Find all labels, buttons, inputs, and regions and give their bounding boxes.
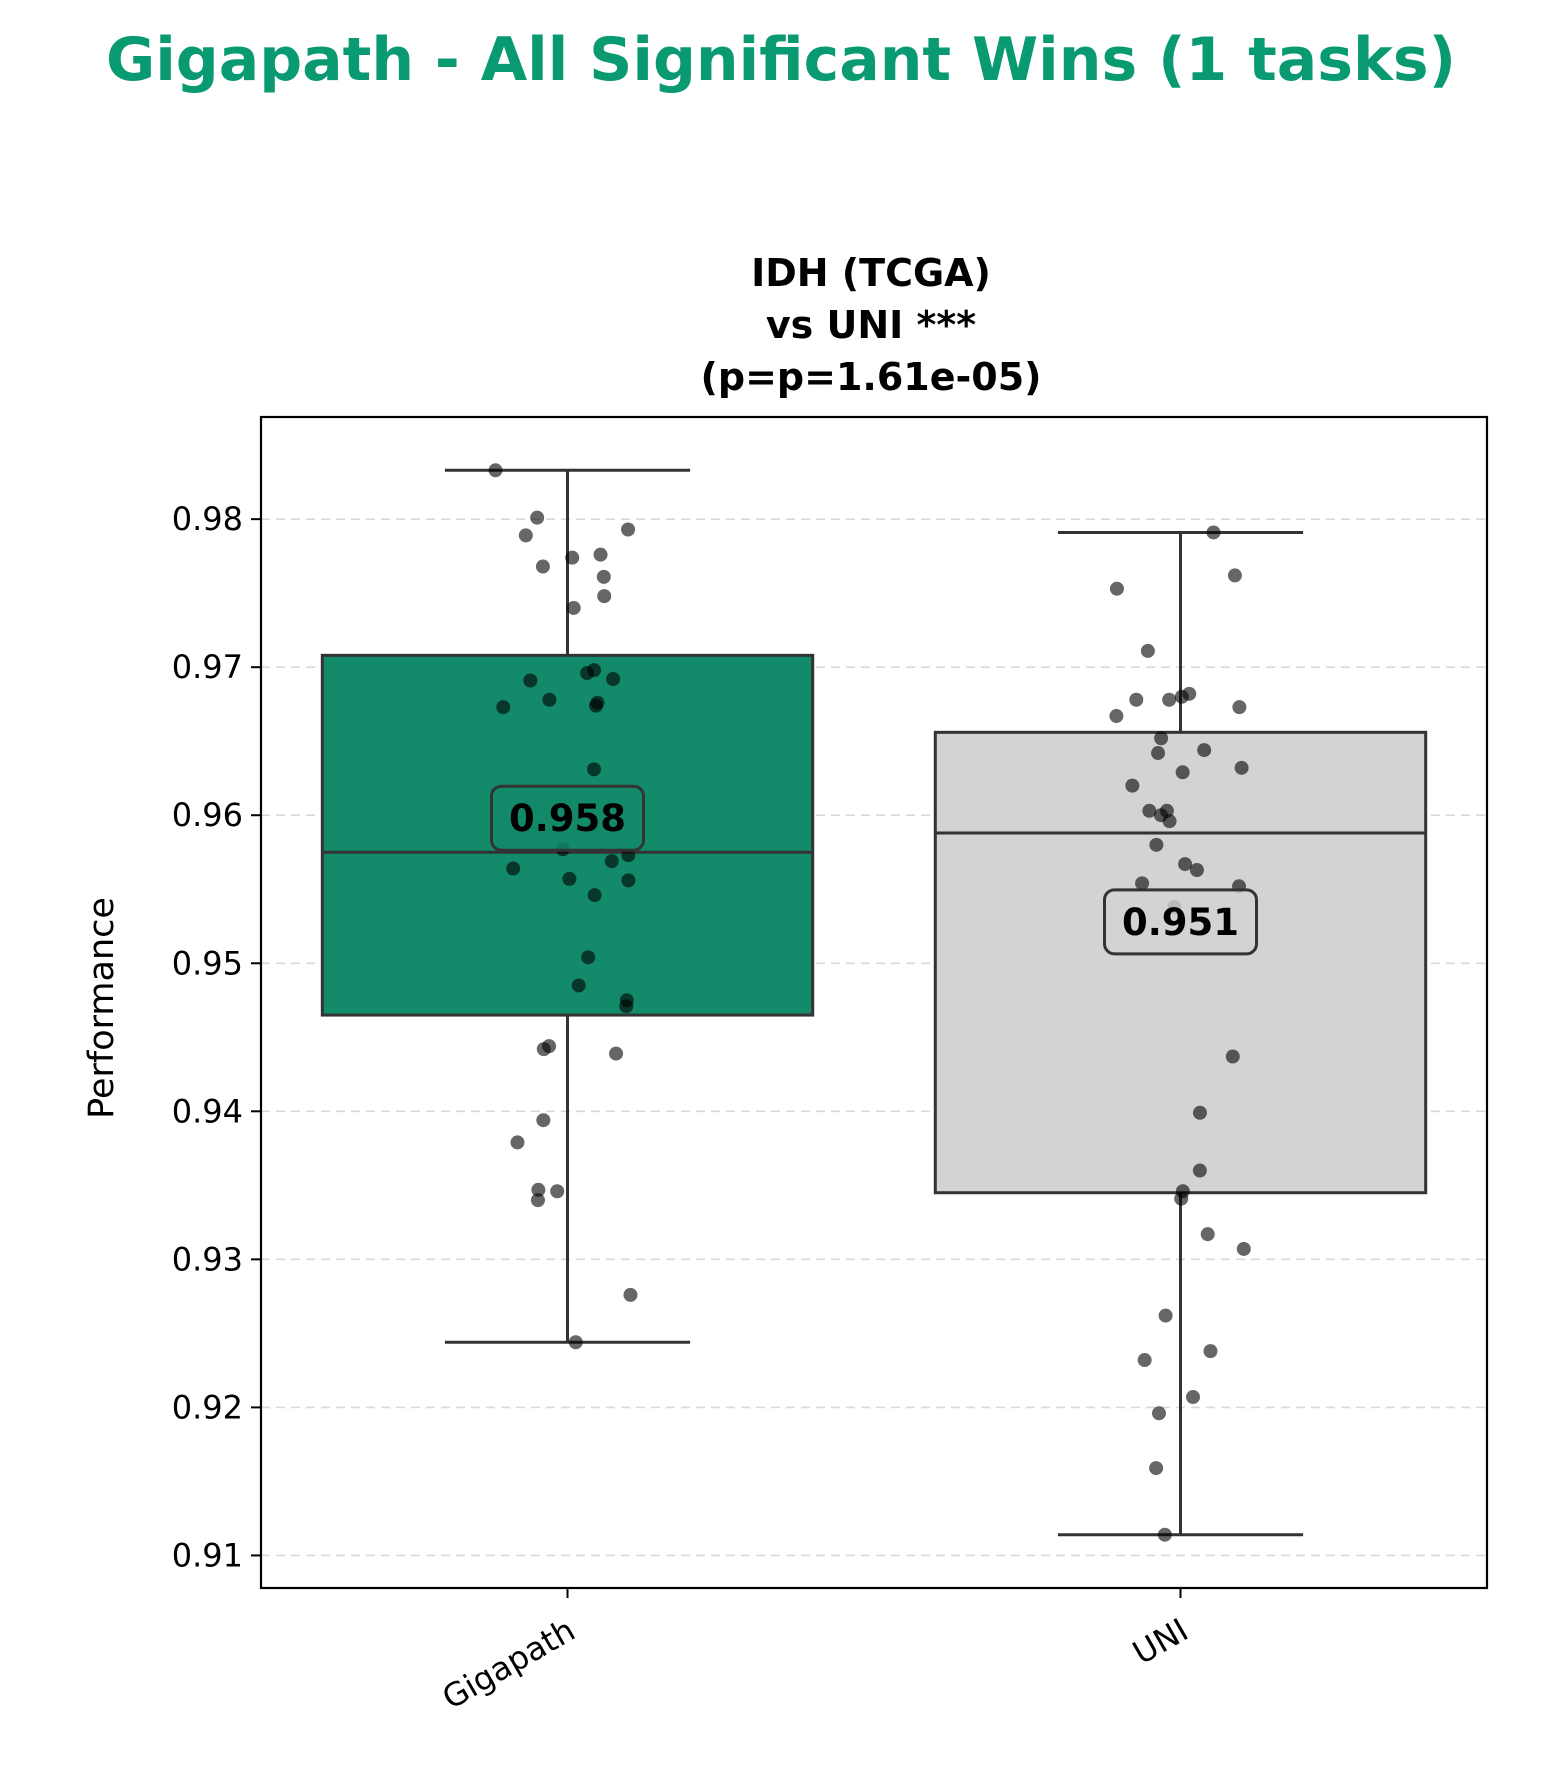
data-point <box>1125 778 1140 793</box>
data-point <box>1174 689 1189 704</box>
data-point <box>1178 857 1193 872</box>
data-point <box>1149 1461 1164 1476</box>
y-tick-label: 0.92 <box>172 1388 243 1426</box>
data-point <box>589 698 604 713</box>
y-axis-label: Performance <box>82 897 122 1119</box>
chart-title-line-1: IDH (TCGA) <box>751 251 991 295</box>
box-uni <box>933 730 1428 1195</box>
mean-label: 0.958 <box>509 797 626 840</box>
data-point <box>542 692 557 707</box>
data-point <box>604 854 619 869</box>
data-point <box>587 888 602 903</box>
data-point <box>1142 803 1157 818</box>
mean-label-box <box>490 784 645 852</box>
data-point <box>1154 731 1169 746</box>
y-tick-label: 0.97 <box>172 648 243 686</box>
data-point <box>530 510 545 525</box>
data-point <box>1109 581 1124 596</box>
data-point <box>531 1182 546 1197</box>
mean-labels: 0.958 0.951 <box>490 784 1258 956</box>
data-point <box>1151 1406 1166 1421</box>
data-point <box>1109 709 1124 724</box>
data-point <box>506 861 521 876</box>
data-point <box>1174 1191 1189 1206</box>
data-point <box>550 1184 565 1199</box>
data-point <box>1200 1227 1215 1242</box>
data-point <box>1236 1241 1251 1256</box>
data-point <box>535 559 550 574</box>
y-tick-label: 0.91 <box>172 1536 243 1574</box>
data-point <box>488 463 503 478</box>
boxplots <box>320 468 1428 1537</box>
x-tick-label: UNI <box>1126 1611 1194 1672</box>
data-point <box>623 1287 638 1302</box>
data-point <box>1186 1390 1201 1405</box>
data-point <box>597 589 612 604</box>
data-point <box>1203 1344 1218 1359</box>
data-point <box>1137 1353 1152 1368</box>
y-tick-label: 0.94 <box>172 1092 243 1130</box>
data-point <box>562 871 577 886</box>
mean-label: 0.951 <box>1122 901 1239 944</box>
data-point <box>536 1113 551 1128</box>
plot-frame <box>259 415 1489 1590</box>
data-point <box>606 672 621 687</box>
data-point <box>1234 760 1249 775</box>
data-point <box>609 1046 624 1061</box>
data-point <box>580 666 595 681</box>
x-tick-label: Gigapath <box>436 1611 582 1717</box>
data-point <box>1158 1308 1173 1323</box>
data-point <box>530 1193 545 1208</box>
chart-title-line-2: vs UNI *** <box>766 303 976 347</box>
data-point <box>1135 876 1150 891</box>
data-point <box>536 1042 551 1057</box>
data-point <box>1162 692 1177 707</box>
data-point <box>523 673 538 688</box>
data-point <box>1189 863 1204 878</box>
figure-suptitle: Gigapath - All Significant Wins (1 tasks… <box>106 25 1456 95</box>
data-point <box>1192 1163 1207 1178</box>
y-tick-label: 0.95 <box>172 944 243 982</box>
chart-title-line-3: (p=p=1.61e-05) <box>701 355 1042 399</box>
data-point <box>619 999 634 1014</box>
data-point <box>568 1335 583 1350</box>
y-tick-label: 0.93 <box>172 1240 243 1278</box>
data-point <box>1151 746 1166 761</box>
data-point <box>571 978 586 993</box>
data-point <box>586 762 601 777</box>
data-point <box>621 848 636 863</box>
data-point <box>621 873 636 888</box>
data-point <box>1225 1049 1240 1064</box>
data-point <box>566 600 581 615</box>
data-point <box>1175 765 1190 780</box>
data-point <box>565 550 580 565</box>
data-point <box>1227 568 1242 583</box>
mean-label-box <box>1103 888 1258 956</box>
y-tick-label: 0.98 <box>172 500 243 538</box>
data-point <box>1129 692 1144 707</box>
data-point <box>1197 743 1212 758</box>
chart-title: IDH (TCGA) vs UNI *** (p=p=1.61e-05) <box>701 251 1042 399</box>
data-point <box>1206 525 1221 540</box>
data-point <box>581 950 596 965</box>
data-point <box>621 522 636 537</box>
data-point <box>1149 837 1164 852</box>
data-point <box>510 1135 525 1150</box>
data-point <box>1162 814 1177 829</box>
y-tick-label: 0.96 <box>172 796 243 834</box>
data-point <box>518 528 533 543</box>
data-point <box>593 547 608 562</box>
strip-points <box>488 463 1251 1542</box>
data-point <box>496 700 511 715</box>
data-point <box>1157 1527 1172 1542</box>
data-point <box>1232 700 1247 715</box>
data-point <box>1192 1105 1207 1120</box>
data-point <box>1140 643 1155 658</box>
data-point <box>596 569 611 584</box>
